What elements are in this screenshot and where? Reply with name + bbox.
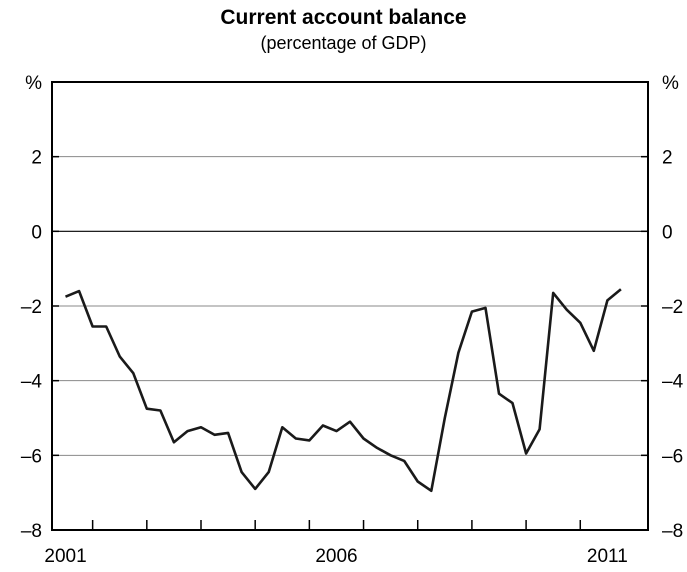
y-tick-label-right: –8	[662, 521, 683, 542]
y-tick-label-right: –4	[662, 372, 684, 393]
y-tick-label-right: –6	[662, 446, 683, 467]
chart-title: Current account balance	[220, 6, 467, 29]
series-line	[65, 288, 622, 493]
y-tick-label-left: 2	[31, 148, 42, 169]
y-unit-label-left: %	[25, 73, 42, 94]
y-tick-label-right: 0	[662, 222, 673, 243]
y-tick-label-right: –2	[662, 297, 683, 318]
y-unit-label-right: %	[662, 73, 679, 94]
y-tick-label-left: 0	[31, 222, 42, 243]
y-tick-label-left: –2	[21, 297, 42, 318]
chart-subtitle: (percentage of GDP)	[260, 33, 427, 53]
x-tick-label: 2001	[44, 546, 86, 567]
x-tick-label: 2006	[315, 546, 357, 567]
y-tick-label-left: –4	[21, 372, 43, 393]
y-tick-label-left: –8	[21, 521, 42, 542]
x-tick-label: 2011	[587, 546, 628, 567]
y-tick-label-right: 2	[662, 148, 673, 169]
y-tick-label-left: –6	[21, 446, 42, 467]
